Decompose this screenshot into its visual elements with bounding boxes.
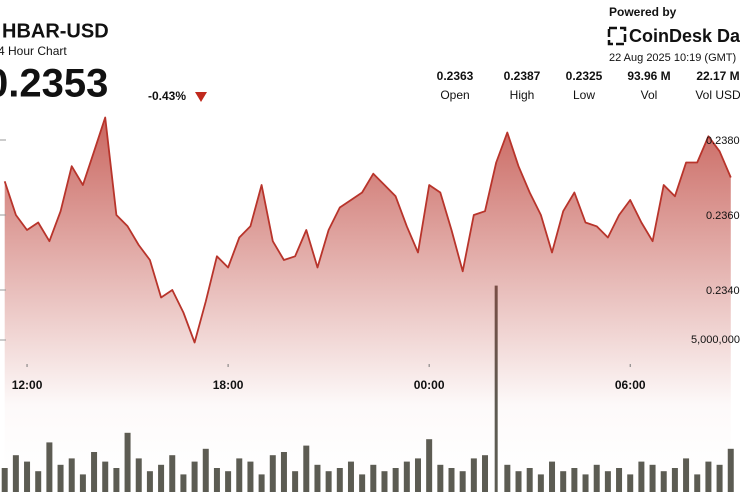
y2-tick-label: 5,000,000: [691, 334, 740, 346]
stat-value: 0.2363: [437, 69, 474, 83]
stats: 0.2363 Open 0.2387 High 0.2325 Low 93.96 M Vol 2…: [437, 69, 740, 102]
brand: CoinDesk Data: [629, 26, 740, 46]
stat-value: 0.2387: [504, 69, 541, 83]
down-arrow: [195, 92, 207, 102]
x-tick-label: 18:00: [213, 378, 244, 392]
stat-label: Low: [573, 88, 595, 102]
period: 4 Hour Chart: [0, 44, 67, 58]
stat-value: 0.2325: [566, 69, 603, 83]
price-area: [4, 117, 731, 492]
stat-label: High: [510, 88, 535, 102]
stat-label: Open: [440, 88, 469, 102]
brand-logo: [607, 26, 627, 46]
stat-label: Vol: [641, 88, 658, 102]
price: 0.2353: [0, 62, 108, 106]
stat-label: Vol USD: [695, 88, 740, 102]
y-tick-label: 0.2340: [706, 285, 740, 297]
y-tick-label: 0.2380: [706, 135, 740, 147]
symbol: HBAR-USD: [2, 20, 109, 42]
x-tick-label: 12:00: [12, 378, 43, 392]
price-line: [3, 116, 732, 344]
y-tick-label: 0.2360: [706, 210, 740, 222]
powered-by: Powered by: [609, 5, 677, 19]
x-tick-label: 00:00: [414, 378, 445, 392]
stat-value: 22.17 M: [696, 69, 739, 83]
change: -0.43%: [148, 89, 186, 103]
timestamp: 22 Aug 2025 10:19 (GMT): [609, 52, 736, 64]
plot-area: 0.2380 0.2360 0.2340 5,000,000 12:00 18:00 00:…: [0, 116, 740, 492]
stat-value: 93.96 M: [627, 69, 670, 83]
x-tick-label: 06:00: [615, 378, 646, 392]
